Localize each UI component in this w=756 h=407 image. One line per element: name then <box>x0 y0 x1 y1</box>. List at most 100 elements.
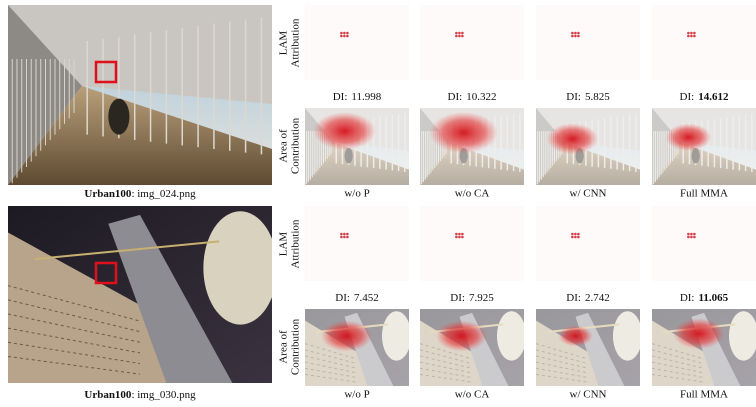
di-label: DI:11.998 <box>333 91 382 103</box>
lam-dot <box>346 236 349 239</box>
lam-map <box>536 5 640 80</box>
lam-map <box>652 5 756 80</box>
contribution-area <box>673 318 724 349</box>
lam-map <box>305 5 409 80</box>
contribution-area <box>547 123 598 154</box>
example: Urban100: img_024.pngLAMAttributionArea … <box>8 5 756 200</box>
lam-dot <box>693 32 696 35</box>
lam-dot <box>343 35 346 38</box>
page: body { margin: 0; width: 756px; height: … <box>0 0 756 402</box>
lam-dot <box>455 35 458 38</box>
lam-dot <box>455 233 458 236</box>
lam-dot <box>693 233 696 236</box>
lam-dot <box>343 236 346 239</box>
lam-dot <box>574 32 577 35</box>
ornament <box>203 211 277 324</box>
scene <box>8 5 293 185</box>
di-value: 14.612 <box>698 91 729 103</box>
lam-dot <box>687 236 690 239</box>
lam-dot <box>461 236 464 239</box>
lam-dot <box>343 32 346 35</box>
contribution-area <box>436 320 487 351</box>
lam-dot <box>458 236 461 239</box>
lam-map <box>652 206 756 281</box>
di-label: DI: 11.065 <box>680 292 729 304</box>
di-prefix: DI: <box>680 292 695 304</box>
figure: Urban100: img_024.pngLAMAttributionArea … <box>0 0 756 402</box>
lam-dot <box>687 35 690 38</box>
fade <box>536 309 640 386</box>
di-prefix: DI: <box>448 91 463 103</box>
lam-dot <box>690 32 693 35</box>
body: {"examples": [ {"dataset": "Urban100", "… <box>0 0 756 402</box>
lam-dot <box>571 35 574 38</box>
di-value: 2.742 <box>585 292 610 304</box>
lam-dot <box>461 32 464 35</box>
lam-dot <box>693 35 696 38</box>
lam-dot <box>340 35 343 38</box>
lam-dot <box>690 236 693 239</box>
di-value: 7.925 <box>469 292 494 304</box>
lam-dot <box>455 32 458 35</box>
lam-dot <box>571 236 574 239</box>
contribution-area <box>313 112 376 150</box>
row-label: Area of <box>278 129 290 163</box>
scene <box>536 309 642 386</box>
method-label: w/ CNN <box>570 389 607 401</box>
lam-dot <box>577 236 580 239</box>
lam-dot <box>687 233 690 236</box>
method-label: w/o P <box>344 188 369 200</box>
lam-dot <box>458 233 461 236</box>
lam-map <box>305 206 409 281</box>
di-value: 10.322 <box>466 91 496 103</box>
row-label: LAM <box>278 31 290 56</box>
di-prefix: DI: <box>566 91 581 103</box>
di-prefix: DI: <box>566 292 581 304</box>
scene <box>8 206 277 383</box>
lam-dot <box>687 32 690 35</box>
lam-dot <box>574 35 577 38</box>
lam-dot <box>693 236 696 239</box>
lam-dot <box>574 236 577 239</box>
method-label: w/o CA <box>455 188 490 200</box>
contribution-area <box>666 123 712 151</box>
dataset-name: Urban100 <box>84 188 132 200</box>
caption: Urban100: img_024.png <box>84 188 196 200</box>
method-label: w/ CNN <box>570 188 607 200</box>
lam-dot <box>690 233 693 236</box>
row-label: LAM <box>278 232 290 257</box>
method-label: Full MMA <box>680 389 728 401</box>
lam-map <box>536 206 640 281</box>
di-label: DI:10.322 <box>448 91 497 103</box>
contribution-area <box>429 112 498 154</box>
lam-dot <box>455 236 458 239</box>
di-prefix: DI: <box>450 292 465 304</box>
di-prefix: DI: <box>333 91 348 103</box>
di-label: DI:7.452 <box>335 292 378 304</box>
lam-dot <box>571 233 574 236</box>
file-name: : img_030.png <box>131 389 196 401</box>
lam-dot <box>571 32 574 35</box>
di-label: DI: 5.825 <box>566 91 610 103</box>
lam-dot <box>574 233 577 236</box>
lam-dot <box>577 35 580 38</box>
lam-dot <box>340 32 343 35</box>
row-label: Contribution <box>290 117 302 174</box>
cyclist <box>108 99 129 135</box>
di-prefix: DI: <box>335 292 350 304</box>
di-value: 5.825 <box>585 91 610 103</box>
dataset-name: Urban100 <box>84 389 132 401</box>
lam-dot <box>340 236 343 239</box>
row-label: Attribution <box>290 219 302 268</box>
lam-dot <box>577 32 580 35</box>
di-label: DI: 7.925 <box>450 292 494 304</box>
row-label: Area of <box>278 330 290 364</box>
di-value: 11.065 <box>699 292 729 304</box>
lam-dot <box>690 35 693 38</box>
di-value: 11.998 <box>351 91 381 103</box>
caption: Urban100: img_030.png <box>84 389 196 401</box>
lam-dot <box>346 35 349 38</box>
lam-dot <box>340 233 343 236</box>
lam-dot <box>346 32 349 35</box>
di-label: DI:14.612 <box>680 91 729 103</box>
